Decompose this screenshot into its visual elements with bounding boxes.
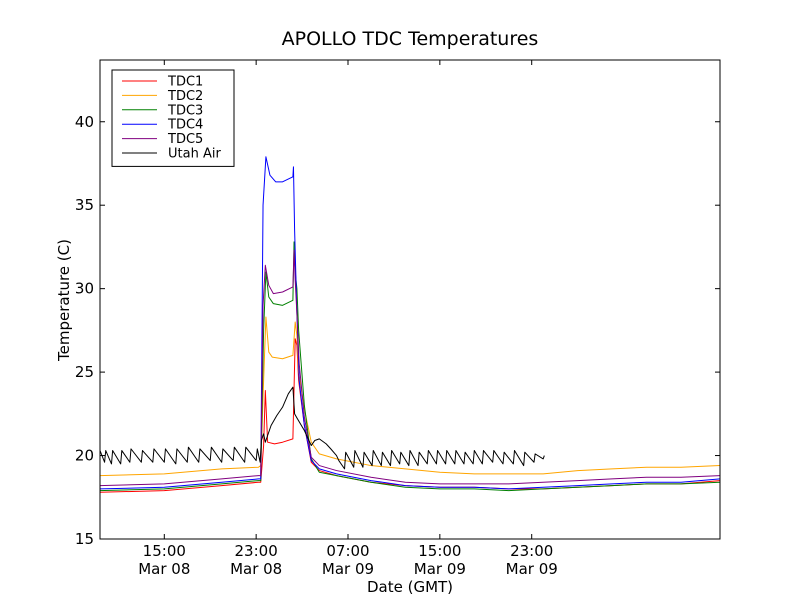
x-tick-label-time: 15:00: [143, 542, 186, 560]
x-tick-label-date: Mar 08: [230, 560, 282, 578]
x-tick-label-time: 23:00: [510, 542, 553, 560]
x-tick-label-time: 15:00: [418, 542, 461, 560]
x-tick-label-date: Mar 09: [506, 560, 558, 578]
legend-label-tdc4: TDC4: [167, 118, 203, 133]
x-tick-label-time: 23:00: [235, 542, 278, 560]
series-line-utah-air: [100, 386, 545, 470]
x-tick-label-date: Mar 09: [414, 560, 466, 578]
legend-label-utah-air: Utah Air: [168, 147, 221, 162]
y-tick-label: 15: [75, 530, 94, 548]
x-tick-label-date: Mar 08: [138, 560, 190, 578]
y-tick-label: 20: [75, 447, 94, 465]
legend-box: [111, 69, 235, 167]
legend-label-tdc5: TDC5: [167, 132, 203, 147]
x-tick-label-date: Mar 09: [322, 560, 374, 578]
legend-label-tdc1: TDC1: [167, 75, 203, 90]
y-tick-label: 35: [75, 196, 94, 214]
plot-frame: [99, 59, 721, 540]
chart-title: APOLLO TDC Temperatures: [282, 28, 539, 50]
series-line-tdc5: [100, 249, 720, 487]
series-line-tdc3: [100, 241, 720, 492]
y-tick-label: 25: [75, 363, 94, 381]
y-tick-label: 30: [75, 280, 94, 298]
y-axis-label: Temperature (C): [55, 239, 73, 362]
x-axis-label: Date (GMT): [367, 578, 453, 596]
legend-label-tdc3: TDC3: [167, 103, 203, 118]
y-tick-label: 40: [75, 113, 94, 131]
series-line-tdc4: [100, 156, 720, 490]
legend-label-tdc2: TDC2: [167, 89, 203, 104]
x-tick-label-time: 07:00: [326, 542, 369, 560]
series-layer: [100, 156, 720, 493]
